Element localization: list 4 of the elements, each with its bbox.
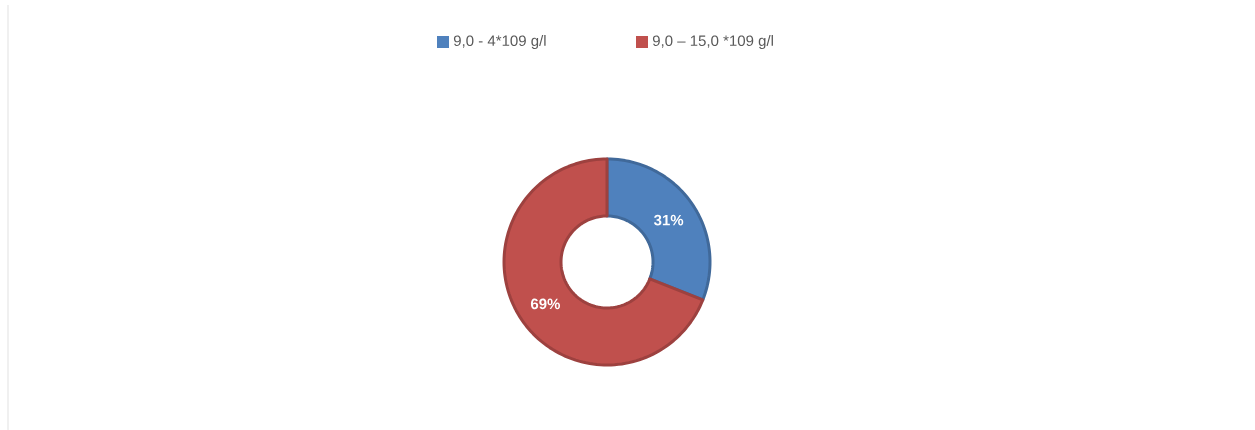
legend-label: 9,0 - 4*109 g/l <box>453 34 546 49</box>
data-label: 31% <box>653 214 684 226</box>
data-label: 69% <box>530 298 560 309</box>
legend-label: 9,0 – 15,0 *109 g/l <box>652 34 773 49</box>
